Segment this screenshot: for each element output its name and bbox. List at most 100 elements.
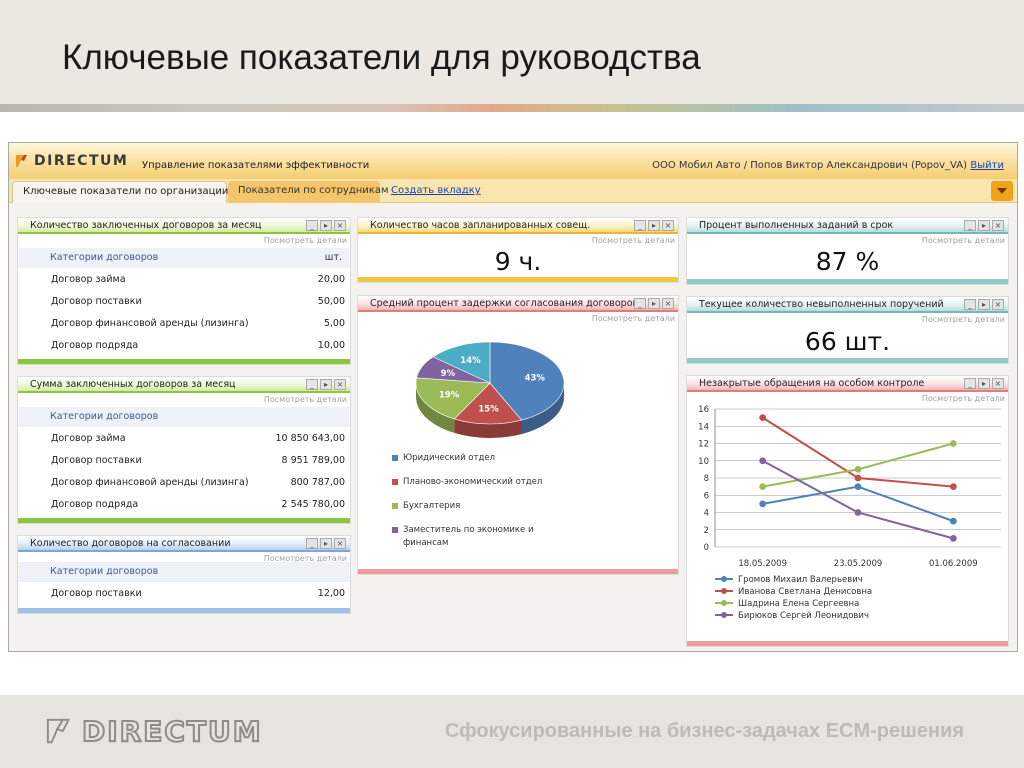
tab-org-kpi[interactable]: Ключевые показатели по организации bbox=[12, 181, 243, 203]
y-tick-label: 14 bbox=[698, 422, 709, 432]
pie-slice-side bbox=[454, 418, 522, 438]
expand-icon[interactable]: ▸ bbox=[320, 220, 332, 231]
minimize-icon[interactable]: _ bbox=[964, 299, 976, 310]
kpi-value: 87 % bbox=[815, 247, 880, 276]
legend-label: Заместитель по экономике и финансам bbox=[403, 525, 534, 548]
row-name: Договор финансовой аренды (лизинга) bbox=[51, 477, 249, 488]
minimize-icon[interactable]: _ bbox=[634, 298, 646, 309]
legend-label: Бирюков Сергей Леонидович bbox=[738, 611, 869, 621]
details-link[interactable]: Посмотреть детали bbox=[263, 554, 347, 563]
table-row: Договор поставки 50,00 bbox=[18, 291, 350, 313]
widget-controls: _ ▸ × bbox=[964, 220, 1004, 231]
y-tick-label: 16 bbox=[698, 405, 709, 415]
data-point bbox=[854, 483, 862, 491]
data-point bbox=[759, 414, 767, 422]
widget-controls: _ ▸ × bbox=[306, 379, 346, 390]
column-header-unit: шт. bbox=[324, 252, 342, 263]
logo-mark-icon bbox=[16, 155, 27, 167]
data-point bbox=[759, 483, 767, 491]
minimize-icon[interactable]: _ bbox=[306, 379, 318, 390]
row-value: 20,00 bbox=[317, 274, 345, 285]
dashboard-window: DIRECTUM Управление показателями эффекти… bbox=[8, 142, 1018, 652]
app-logo-text: DIRECTUM bbox=[34, 153, 129, 169]
row-name: Договор подряда bbox=[51, 340, 139, 351]
row-value: 8 951 789,00 bbox=[281, 455, 345, 466]
minimize-icon[interactable]: _ bbox=[964, 220, 976, 231]
details-link[interactable]: Посмотреть детали bbox=[263, 395, 347, 404]
widget-footer bbox=[687, 641, 1008, 646]
create-tab-link[interactable]: Создать вкладку bbox=[391, 185, 481, 196]
expand-icon[interactable]: ▸ bbox=[978, 299, 990, 310]
close-icon[interactable]: × bbox=[662, 298, 674, 309]
tab-employee-kpi[interactable]: Показатели по сотрудникам bbox=[228, 181, 389, 203]
table-row: Договор займа 20,00 bbox=[18, 269, 350, 291]
pie-data-label: 43% bbox=[525, 373, 546, 383]
widget-controls: _ ▸ × bbox=[634, 298, 674, 309]
legend-swatch bbox=[392, 455, 398, 461]
table-header: Категории договоров bbox=[18, 407, 350, 427]
minimize-icon[interactable]: _ bbox=[306, 220, 318, 231]
minimize-icon[interactable]: _ bbox=[964, 378, 976, 389]
close-icon[interactable]: × bbox=[662, 220, 674, 231]
y-tick-label: 10 bbox=[698, 457, 709, 467]
tabs-menu-button[interactable] bbox=[991, 181, 1013, 201]
details-link[interactable]: Посмотреть детали bbox=[591, 236, 675, 245]
expand-icon[interactable]: ▸ bbox=[320, 538, 332, 549]
legend-item: Планово-экономический отдел bbox=[392, 476, 552, 489]
widget-contracts-count: Количество заключенных договоров за меся… bbox=[17, 217, 351, 365]
pie-slice bbox=[453, 382, 523, 425]
app-subtitle: Управление показателями эффективности bbox=[142, 160, 370, 171]
minimize-icon[interactable]: _ bbox=[634, 220, 646, 231]
widget-approval-delay: Средний процент задержки согласования до… bbox=[357, 295, 679, 575]
kpi-value: 66 шт. bbox=[804, 327, 891, 356]
pie-chart: 43% 15% 19% 9% 14% bbox=[415, 341, 565, 438]
row-value: 10,00 bbox=[317, 340, 345, 351]
tab-bar: Ключевые показатели по организации Показ… bbox=[9, 179, 1017, 203]
slide-footer bbox=[0, 695, 1024, 768]
expand-icon[interactable]: ▸ bbox=[648, 220, 660, 231]
row-value: 800 787,00 bbox=[290, 477, 345, 488]
expand-icon[interactable]: ▸ bbox=[648, 298, 660, 309]
pie-slice-side bbox=[521, 383, 564, 435]
footer-logo: DIRECTUM bbox=[46, 714, 263, 749]
row-value: 50,00 bbox=[317, 296, 345, 307]
pie-slice bbox=[489, 341, 565, 421]
y-tick-label: 2 bbox=[704, 526, 709, 536]
close-icon[interactable]: × bbox=[992, 299, 1004, 310]
close-icon[interactable]: × bbox=[334, 538, 346, 549]
close-icon[interactable]: × bbox=[334, 379, 346, 390]
expand-icon[interactable]: ▸ bbox=[978, 220, 990, 231]
table-row: Договор займа 10 850 643,00 bbox=[18, 428, 350, 450]
row-name: Договор поставки bbox=[51, 296, 142, 307]
widget-contracts-approval: Количество договоров на согласовании _ ▸… bbox=[17, 535, 351, 614]
column-header-category: Категории договоров bbox=[50, 252, 159, 263]
logout-link[interactable]: Выйти bbox=[970, 160, 1004, 171]
details-link[interactable]: Посмотреть детали bbox=[921, 394, 1005, 403]
legend-marker bbox=[721, 600, 727, 606]
details-link[interactable]: Посмотреть детали bbox=[921, 236, 1005, 245]
expand-icon[interactable]: ▸ bbox=[978, 378, 990, 389]
pie-slice-side bbox=[416, 383, 455, 433]
expand-icon[interactable]: ▸ bbox=[320, 379, 332, 390]
table-header: Категории договоров шт. bbox=[18, 248, 350, 268]
data-point bbox=[949, 517, 957, 525]
data-point bbox=[854, 474, 862, 482]
details-link[interactable]: Посмотреть детали bbox=[591, 314, 675, 323]
minimize-icon[interactable]: _ bbox=[306, 538, 318, 549]
details-link[interactable]: Посмотреть детали bbox=[263, 236, 347, 245]
legend-label: Бухгалтерия bbox=[403, 501, 461, 511]
x-tick-label: 18.05.2009 bbox=[738, 559, 787, 569]
close-icon[interactable]: × bbox=[334, 220, 346, 231]
table-row: Договор поставки 12,00 bbox=[18, 583, 350, 605]
x-tick-label: 01.06.2009 bbox=[929, 559, 978, 569]
y-tick-label: 12 bbox=[698, 440, 709, 450]
close-icon[interactable]: × bbox=[992, 378, 1004, 389]
table-row: Договор финансовой аренды (лизинга) 5,00 bbox=[18, 313, 350, 335]
pie-data-label: 14% bbox=[460, 356, 481, 366]
pie-data-label: 19% bbox=[439, 391, 460, 401]
row-value: 2 545 780,00 bbox=[281, 499, 345, 510]
slide-title: Ключевые показатели для руководства bbox=[62, 38, 701, 77]
app-logo: DIRECTUM bbox=[15, 153, 128, 169]
close-icon[interactable]: × bbox=[992, 220, 1004, 231]
details-link[interactable]: Посмотреть детали bbox=[921, 315, 1005, 324]
